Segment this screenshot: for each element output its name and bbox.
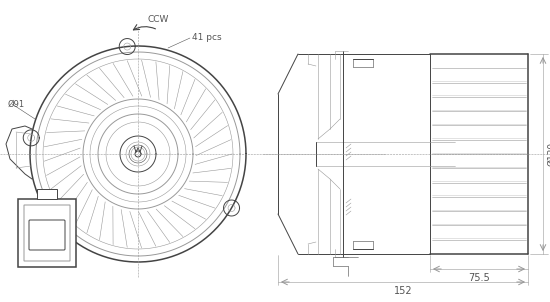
Text: CCW: CCW: [147, 15, 169, 24]
Text: 75.5: 75.5: [468, 273, 490, 283]
Text: Ø91: Ø91: [8, 99, 25, 108]
Text: 152: 152: [394, 286, 412, 296]
Bar: [37, 189, 57, 199]
Text: 41 pcs: 41 pcs: [192, 34, 222, 43]
FancyBboxPatch shape: [29, 220, 65, 250]
FancyBboxPatch shape: [24, 205, 70, 261]
Text: Ø120: Ø120: [547, 142, 550, 166]
FancyBboxPatch shape: [18, 199, 76, 267]
